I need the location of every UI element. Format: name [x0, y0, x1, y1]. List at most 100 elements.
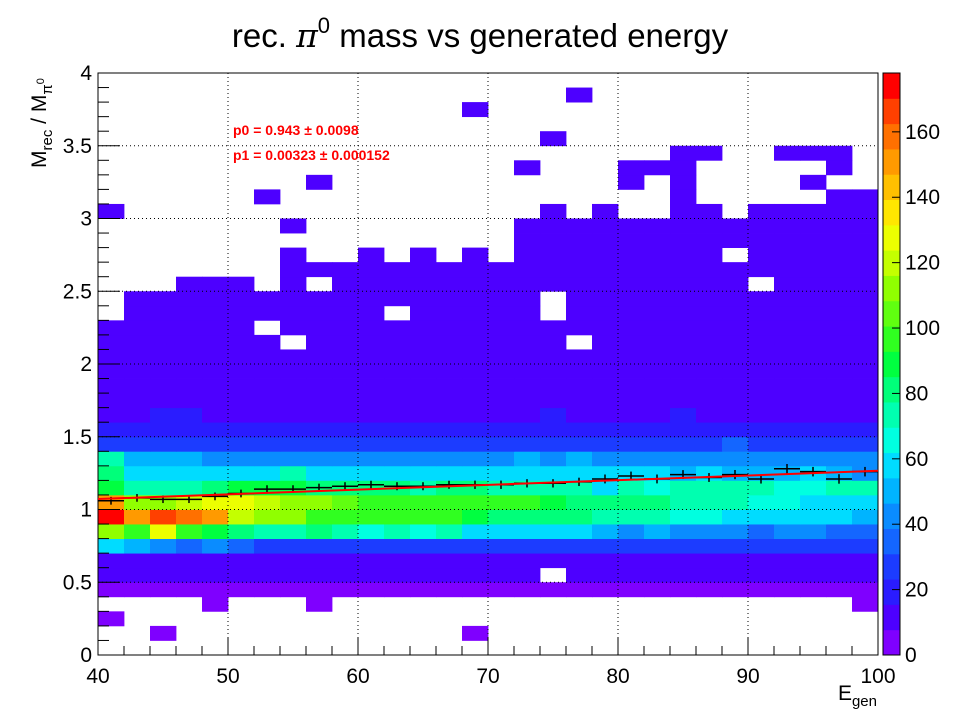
- heatmap-cell: [826, 553, 853, 569]
- heatmap-cell: [462, 291, 489, 307]
- heatmap-cell: [722, 218, 749, 234]
- heatmap-cell: [228, 553, 255, 569]
- heatmap-cell: [644, 494, 671, 510]
- heatmap-cell: [254, 305, 281, 321]
- color-bar-segment: [883, 174, 900, 201]
- heatmap-cell: [644, 349, 671, 365]
- heatmap-cell: [488, 378, 515, 394]
- heatmap-cell: [150, 553, 177, 569]
- heatmap-cell: [384, 262, 411, 278]
- heatmap-cell: [670, 276, 697, 292]
- heatmap-cell: [280, 291, 307, 307]
- heatmap-cell: [748, 538, 775, 554]
- heatmap-cell: [98, 553, 125, 569]
- heatmap-cell: [826, 189, 853, 205]
- heatmap-cell: [540, 465, 567, 481]
- heatmap-cell: [826, 538, 853, 554]
- heatmap-cell: [306, 378, 333, 394]
- heatmap-cell: [514, 320, 541, 336]
- heatmap-cell: [514, 422, 541, 438]
- heatmap-cell: [150, 291, 177, 307]
- heatmap-cell: [566, 218, 593, 234]
- heatmap-cell: [436, 291, 463, 307]
- heatmap-cell: [150, 378, 177, 394]
- heatmap-cell: [592, 291, 619, 307]
- heatmap-cell: [124, 349, 151, 365]
- heatmap-cell: [436, 349, 463, 365]
- profile-point: [826, 474, 852, 484]
- heatmap-cell: [358, 320, 385, 336]
- heatmap-cell: [410, 247, 437, 263]
- heatmap-cell: [644, 582, 671, 598]
- heatmap-cell: [176, 538, 203, 554]
- heatmap-cell: [774, 393, 801, 409]
- heatmap-cell: [306, 291, 333, 307]
- heatmap-cell: [800, 174, 827, 190]
- heatmap-cell: [696, 567, 723, 583]
- heatmap-cell: [852, 305, 879, 321]
- heatmap-cell: [358, 538, 385, 554]
- heatmap-cell: [306, 465, 333, 481]
- heatmap-cell: [670, 480, 697, 496]
- heatmap-cell: [644, 320, 671, 336]
- heatmap-cell: [98, 393, 125, 409]
- heatmap-cell: [696, 276, 723, 292]
- heatmap-cell: [852, 451, 879, 467]
- heatmap-cell: [228, 538, 255, 554]
- heatmap-cell: [566, 407, 593, 423]
- heatmap-cell: [358, 291, 385, 307]
- heatmap-cell: [670, 233, 697, 248]
- heatmap-cell: [566, 465, 593, 481]
- heatmap-cell: [228, 407, 255, 423]
- color-bar: 0 20 40 60 80 100 120 140 160: [882, 72, 940, 667]
- y-axis-title: Mrec / Mπ0: [28, 78, 56, 168]
- heatmap-cell: [592, 422, 619, 438]
- heatmap-cell: [670, 349, 697, 365]
- heatmap-cell: [488, 436, 515, 452]
- heatmap-cell: [410, 509, 437, 525]
- heatmap-cell: [592, 553, 619, 569]
- heatmap-cell: [176, 291, 203, 307]
- heatmap-cell: [98, 538, 125, 554]
- heatmap-cell: [410, 451, 437, 467]
- heatmap-cell: [540, 233, 567, 248]
- heatmap-cell: [202, 393, 229, 409]
- heatmap-cell: [202, 422, 229, 438]
- heatmap-cell: [722, 378, 749, 394]
- heatmap-cell: [592, 262, 619, 278]
- heatmap-cell: [670, 305, 697, 321]
- heatmap-cell: [540, 247, 567, 263]
- heatmap-cell: [436, 407, 463, 423]
- heatmap-cell: [488, 553, 515, 569]
- heatmap-cell: [98, 334, 125, 350]
- heatmap-cell: [176, 349, 203, 365]
- color-bar-segment: [883, 351, 900, 378]
- heatmap-cell: [228, 480, 255, 496]
- heatmap-cell: [852, 218, 879, 234]
- heatmap-cell: [332, 509, 359, 525]
- heatmap-cell: [254, 582, 281, 598]
- heatmap-cell: [800, 480, 827, 496]
- heatmap-cell: [332, 276, 359, 292]
- heatmap-cell: [566, 494, 593, 510]
- heatmap-cell: [592, 582, 619, 598]
- heatmap-cell: [254, 364, 281, 379]
- heatmap-cell: [670, 393, 697, 409]
- heatmap-cell: [618, 160, 645, 176]
- heatmap-cell: [332, 393, 359, 409]
- heatmap-cell: [254, 553, 281, 569]
- heatmap-cell: [202, 305, 229, 321]
- heatmap-cell: [332, 305, 359, 321]
- profile-point: [592, 474, 618, 484]
- heatmap-cell: [696, 538, 723, 554]
- heatmap-cell: [852, 407, 879, 423]
- heatmap-cell: [696, 378, 723, 394]
- heatmap-cell: [306, 334, 333, 350]
- heatmap-cell: [592, 407, 619, 423]
- heatmap-cell: [384, 538, 411, 554]
- heatmap-cell: [774, 567, 801, 583]
- heatmap-cell: [410, 567, 437, 583]
- heatmap-cell: [488, 305, 515, 321]
- heatmap-cell: [462, 378, 489, 394]
- heatmap-cell: [280, 582, 307, 598]
